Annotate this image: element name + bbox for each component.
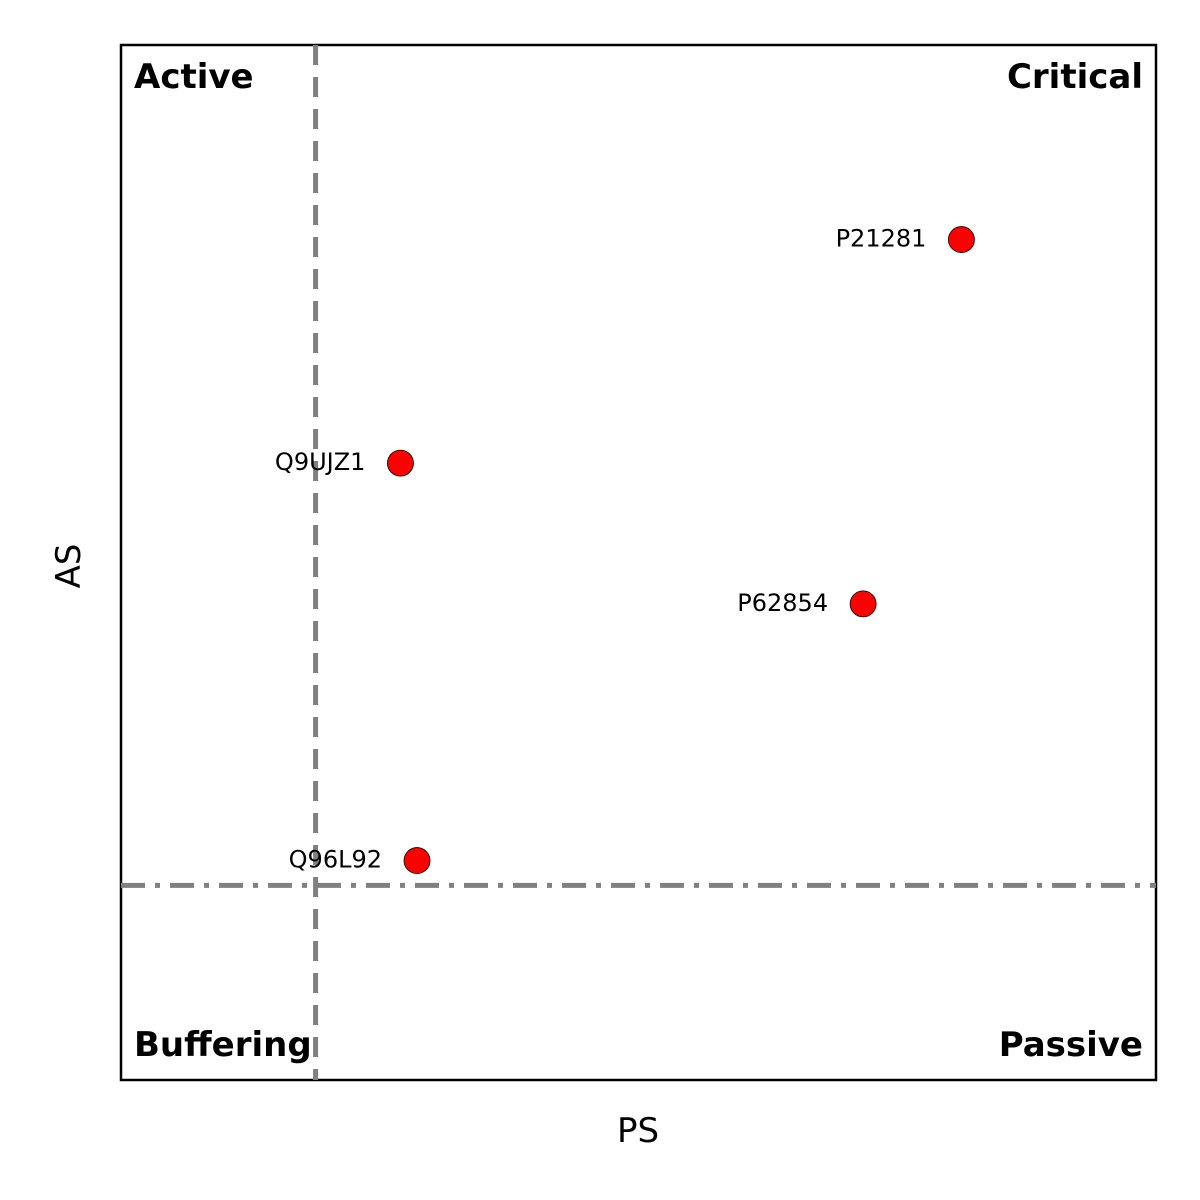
x-axis-label: PS [617, 1111, 659, 1151]
plot-frame [119, 43, 1158, 1082]
data-point-label-q9ujz1: Q9UJZ1 [275, 448, 366, 476]
data-point-q96l92 [403, 847, 431, 874]
quadrant-label-bottom-left: Buffering [134, 1025, 312, 1065]
data-point-q9ujz1 [387, 449, 414, 477]
y-axis-label: AS [49, 544, 89, 589]
quadrant-label-bottom-right: Passive [999, 1025, 1143, 1065]
data-point-label-p21281: P21281 [836, 225, 927, 253]
data-point-p21281 [948, 226, 975, 253]
data-point-label-q96l92: Q96L92 [289, 846, 382, 874]
data-point-label-p62854: P62854 [737, 589, 828, 617]
quadrant-label-top-right: Critical [1007, 57, 1143, 97]
data-point-p62854 [849, 590, 877, 618]
quadrant-label-top-left: Active [134, 57, 254, 97]
data-points-group: P21281 Q9UJZ1 P62854 Q96L92 [275, 225, 975, 874]
